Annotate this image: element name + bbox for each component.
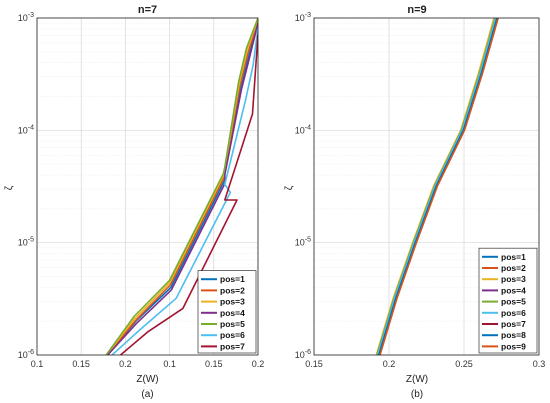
series-line-pos-6 [377, 18, 497, 355]
legend-label: pos=8 [501, 330, 526, 340]
panel-caption: (a) [141, 389, 153, 400]
legend-label: pos=6 [220, 330, 245, 340]
x-tick-label: 0.1 [163, 359, 176, 369]
x-tick-label: 0.15 [72, 359, 90, 369]
y-tick-label: 10-3 [18, 12, 34, 23]
y-tick-label: 10-5 [18, 237, 34, 248]
y-tick-label: 10-4 [18, 124, 34, 135]
legend-label: pos=4 [501, 285, 526, 295]
panel-caption: (b) [411, 389, 423, 400]
y-tick-label: 10-6 [295, 349, 311, 360]
x-axis-label: Z(W) [136, 374, 158, 385]
x-axis-label: Z(W) [406, 374, 428, 385]
x-tick-label: 0.2 [119, 359, 132, 369]
axes-frame [36, 17, 259, 356]
legend-label: pos=3 [501, 274, 526, 284]
series-line-pos-9 [379, 18, 499, 355]
x-tick-label: 0.2 [252, 359, 265, 369]
axes-frame [313, 17, 540, 356]
y-axis-label: ζ [284, 185, 295, 190]
legend-label: pos=2 [501, 263, 526, 273]
series-line-pos-7 [119, 33, 258, 355]
legend-label: pos=5 [501, 297, 526, 307]
legend-label: pos=1 [501, 252, 526, 262]
x-tick-label: 0.15 [305, 359, 323, 369]
panel-n7: n=7 Z(W) (a) ζ 10-6 10-5 10-4 10-3 0.1 0.15 0.… [4, 4, 264, 400]
y-axis-label: ζ [4, 185, 15, 190]
series-group [375, 18, 499, 355]
chart-title: n=9 [407, 4, 426, 16]
legend-label: pos=5 [220, 319, 245, 329]
panel-n9: n=9 Z(W) (b) ζ 10-6 10-5 10-4 10-3 0.15 0.2 0.… [284, 4, 545, 400]
series-group [105, 18, 258, 355]
series-line-pos-8 [378, 18, 498, 355]
legend-label: pos=7 [220, 341, 245, 351]
x-tick-label: 0.25 [455, 359, 473, 369]
x-tick-label: 0.2 [383, 359, 396, 369]
legend-label: pos=2 [220, 285, 245, 295]
y-tick-label: 10-3 [295, 12, 311, 23]
x-tick-label: 0.15 [205, 359, 223, 369]
legend-label: pos=7 [501, 319, 526, 329]
chart-title: n=7 [138, 4, 157, 16]
legend-label: pos=3 [220, 297, 245, 307]
legend-label: pos=6 [501, 308, 526, 318]
y-tick-label: 10-6 [18, 349, 34, 360]
series-line-pos-6 [111, 27, 258, 355]
series-line-pos-5 [105, 18, 258, 355]
legend-label: pos=9 [501, 341, 526, 351]
y-tick-label: 10-5 [295, 237, 311, 248]
legend-label: pos=1 [220, 274, 245, 284]
x-tick-label: 0.1 [31, 359, 44, 369]
series-line-pos-4 [107, 22, 258, 355]
legend-label: pos=4 [220, 308, 245, 318]
y-tick-label: 10-4 [295, 124, 311, 135]
x-tick-label: 0.3 [533, 359, 546, 369]
